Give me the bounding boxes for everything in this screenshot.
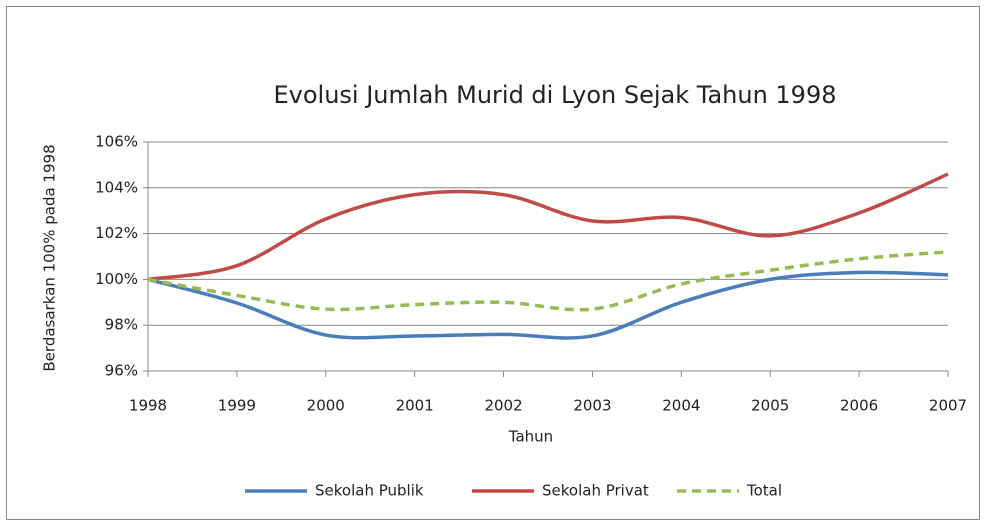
- x-tick-label: 2001: [396, 397, 434, 415]
- series-line: [147, 250, 949, 312]
- x-tick-label: 2007: [929, 397, 967, 415]
- x-tick-label: 2003: [573, 397, 611, 415]
- x-tick-label: 2002: [484, 397, 522, 415]
- x-tick-label: 2000: [307, 397, 345, 415]
- y-axis-label: Berdasarkan 100% pada 1998: [41, 144, 59, 371]
- legend-label: Total: [746, 482, 782, 500]
- y-tick-label: 98%: [105, 316, 138, 334]
- y-tick-label: 106%: [95, 133, 138, 151]
- x-tick-label: 1999: [218, 397, 256, 415]
- x-axis-label: Tahun: [508, 428, 553, 446]
- x-tick-label: 2006: [840, 397, 878, 415]
- y-tick-label: 96%: [105, 362, 138, 380]
- x-tick-label: 2005: [751, 397, 789, 415]
- legend-label: Sekolah Publik: [315, 482, 424, 500]
- x-tick-label: 2004: [662, 397, 700, 415]
- series-line: [147, 270, 949, 340]
- y-tick-label: 102%: [95, 224, 138, 242]
- legend-label: Sekolah Privat: [542, 482, 649, 500]
- x-tick-label: 1998: [129, 397, 167, 415]
- y-tick-label: 100%: [95, 270, 138, 288]
- y-tick-label: 104%: [95, 178, 138, 196]
- chart-title: Evolusi Jumlah Murid di Lyon Sejak Tahun…: [274, 81, 837, 109]
- series-line: [147, 172, 949, 282]
